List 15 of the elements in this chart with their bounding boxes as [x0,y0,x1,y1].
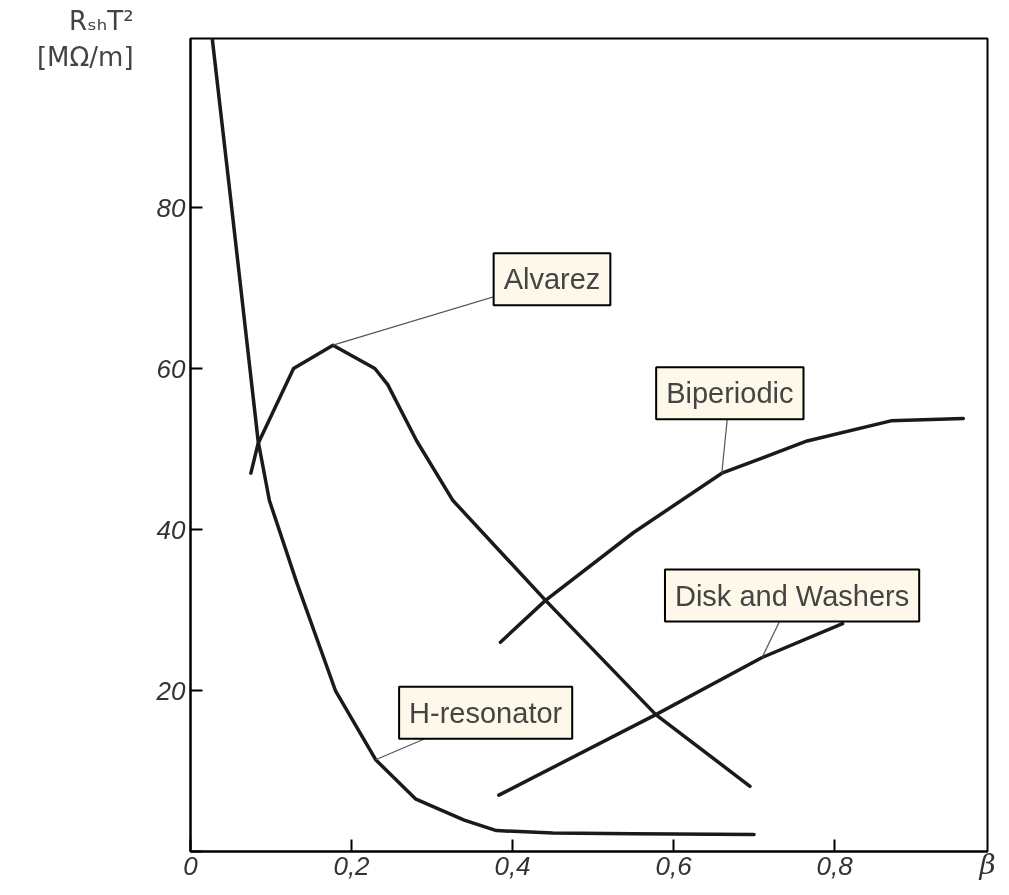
y-tick-label: 40 [156,514,187,545]
x-tick-label: 0,2 [333,850,371,881]
annotation: Disk and Washers [674,579,910,612]
y-tick-label: 20 [155,675,187,706]
x-axis-title: β [978,847,996,881]
y-tick-label: 60 [156,353,187,384]
y-tick-label: 80 [156,192,187,223]
annotation: Biperiodic [666,377,794,410]
x-tick-label: 0,6 [655,850,693,881]
y-axis-title: RₛₕT² [MΩ/m] [36,5,134,72]
x-tick-label: 0,8 [816,850,854,881]
annotation: Alvarez [503,263,601,296]
x-tick-label: 0,4 [494,850,531,881]
x-tick-label: 0 [183,850,199,881]
annotation: H-resonator [409,696,563,729]
